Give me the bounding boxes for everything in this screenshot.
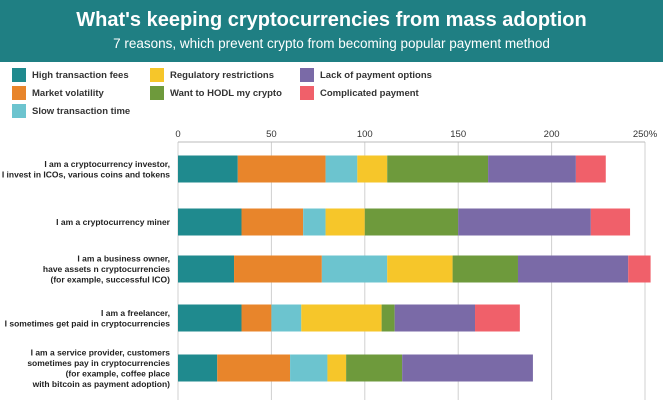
stacked-bar-chart: 0 50 100 150 200 250% I am a cryptocurrency in…: [2, 129, 658, 400]
x-tick-label: 250%: [633, 129, 658, 140]
category-label: I am a cryptocurrency investor,: [44, 159, 170, 169]
bar-segment: [517, 255, 629, 283]
category-label: I sometimes get paid in cryptocurrencies: [5, 318, 171, 328]
legend-swatch: [12, 68, 26, 82]
legend-label: Slow transaction time: [32, 105, 131, 117]
bar-segment: [357, 155, 388, 183]
bar-segment: [241, 208, 304, 236]
bar-segment: [303, 208, 326, 236]
bar-segment: [475, 304, 520, 332]
chart-header: What's keeping cryptocurrencies from mas…: [0, 0, 663, 62]
bar-segment: [394, 304, 476, 332]
bar-segment: [325, 155, 358, 183]
bar-segment: [402, 354, 533, 382]
category-label: I am a service provider, customers: [31, 347, 171, 357]
category-label: I am a cryptocurrency miner: [56, 217, 171, 227]
legend-label: Complicated payment: [320, 87, 419, 99]
legend-item-high-transaction-fees: High transaction fees: [12, 68, 129, 82]
bar-segment: [271, 304, 302, 332]
chart-legend: High transaction fees Market volatility …: [0, 66, 663, 118]
legend-item-slow-transaction-time: Slow transaction time: [12, 104, 130, 118]
legend-swatch: [12, 86, 26, 100]
legend-item-want-to-hodl: Want to HODL my crypto: [150, 86, 282, 100]
x-tick-label: 200: [544, 129, 560, 140]
legend-label: High transaction fees: [32, 69, 129, 81]
legend-item-complicated-payment: Complicated payment: [300, 86, 419, 100]
bar-segment: [628, 255, 651, 283]
bar-segment: [178, 354, 218, 382]
bar-segment: [290, 354, 328, 382]
x-tick-label: 150: [450, 129, 466, 140]
bar-segment: [387, 255, 453, 283]
category-label: have assets n cryptocurrencies: [43, 264, 170, 274]
legend-swatch: [300, 68, 314, 82]
bar-segment: [178, 208, 242, 236]
bar-segment: [301, 304, 382, 332]
x-tick-label: 100: [357, 129, 373, 140]
category-label: I am a business owner,: [77, 254, 170, 264]
legend-swatch: [300, 86, 314, 100]
category-label: sometimes pay in cryptocurrencies: [27, 358, 170, 368]
category-label: I invest in ICOs, various coins and toke…: [2, 169, 170, 179]
legend-label: Regulatory restrictions: [170, 69, 274, 81]
legend-item-regulatory-restrictions: Regulatory restrictions: [150, 68, 274, 82]
category-label: (for example, coffee place: [66, 368, 171, 378]
bar-segment: [452, 255, 518, 283]
bar-segment: [458, 208, 591, 236]
category-label: I am a freelancer,: [101, 308, 170, 318]
legend-label: Want to HODL my crypto: [170, 87, 282, 99]
bar-segment: [178, 304, 242, 332]
x-tick-label: 50: [266, 129, 277, 140]
bar-segment: [327, 354, 347, 382]
bar-segment: [325, 208, 365, 236]
category-label: (for example, successful ICO): [50, 275, 170, 285]
bar-segment: [321, 255, 388, 283]
bar-segment: [488, 155, 576, 183]
legend-swatch: [12, 104, 26, 118]
bar-segment: [234, 255, 322, 283]
bar-segment: [381, 304, 395, 332]
bar-segment: [178, 255, 235, 283]
bar-segment: [237, 155, 326, 183]
bar-segment: [387, 155, 489, 183]
legend-item-lack-of-payment-options: Lack of payment options: [300, 68, 432, 82]
bar-segment: [590, 208, 631, 236]
category-label: with bitcoin as payment adoption): [32, 379, 171, 389]
legend-label: Market volatility: [32, 87, 104, 99]
legend-swatch: [150, 86, 164, 100]
chart-subtitle: 7 reasons, which prevent crypto from bec…: [113, 36, 550, 51]
bar-segment: [364, 208, 459, 236]
chart-title: What's keeping cryptocurrencies from mas…: [76, 9, 587, 31]
legend-swatch: [150, 68, 164, 82]
bar-segment: [241, 304, 272, 332]
legend-label: Lack of payment options: [320, 69, 432, 81]
legend-item-market-volatility: Market volatility: [12, 86, 104, 100]
bar-segment: [178, 155, 238, 183]
bar-segment: [346, 354, 403, 382]
bar-segment: [217, 354, 291, 382]
bar-segment: [575, 155, 606, 183]
x-tick-label: 0: [175, 129, 180, 140]
